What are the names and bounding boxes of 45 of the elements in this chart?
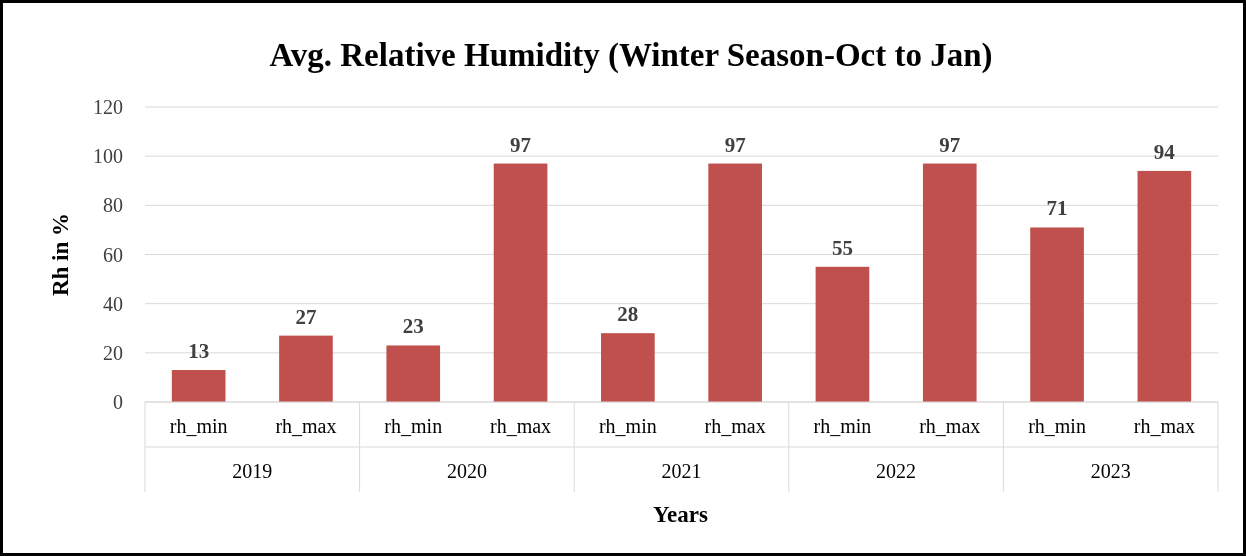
data-label: 27 [295, 304, 317, 329]
y-tick-label: 120 [93, 96, 123, 118]
bar [171, 370, 226, 402]
y-axis-title: Rh in % [48, 212, 73, 297]
x-tick-label: rh_max [704, 415, 766, 437]
bar [279, 335, 333, 402]
x-tick-label: rh_min [384, 415, 443, 437]
data-label: 97 [510, 132, 532, 157]
x-tick-label: rh_max [275, 415, 337, 437]
text: 2022 [876, 460, 917, 482]
x-tick-label: rh_min [169, 415, 228, 437]
x-tick-label: rh_max [490, 415, 552, 437]
data-label: 28 [617, 302, 639, 327]
bar [386, 345, 441, 402]
data-label: 13 [188, 339, 210, 364]
text: 2019 [232, 460, 273, 482]
data-label: 94 [1153, 139, 1176, 164]
text: 2023 [1090, 460, 1131, 482]
x-tick-label: rh_min [813, 415, 872, 437]
bar [708, 163, 762, 402]
bar [922, 163, 977, 402]
x-tick-label: rh_min [598, 415, 657, 437]
chart-title: Avg. Relative Humidity (Winter Season-Oct to Jan) [269, 37, 993, 74]
x-axis-title: Years [653, 502, 709, 527]
data-label: 97 [724, 132, 746, 157]
y-tick-label: 20 [103, 341, 123, 364]
data-label: 55 [831, 235, 853, 260]
y-tick-label: 100 [93, 145, 123, 168]
data-label: 71 [1046, 196, 1068, 221]
text: 2021 [661, 460, 702, 482]
y-tick-label: 40 [103, 292, 123, 315]
bar [815, 266, 870, 402]
y-tick-label: 80 [103, 194, 123, 217]
bar [1137, 170, 1192, 402]
x-tick-label: rh_max [919, 415, 981, 437]
data-label: 23 [402, 314, 424, 339]
text: 2020 [446, 460, 487, 482]
x-tick-label: rh_max [1133, 415, 1195, 437]
bar [493, 163, 548, 402]
x-tick-label: rh_min [1028, 415, 1086, 437]
bar [1030, 227, 1084, 402]
y-tick-label: 0 [113, 391, 123, 413]
bar [601, 333, 655, 402]
y-tick-label: 60 [103, 243, 123, 266]
data-label: 97 [939, 132, 961, 157]
